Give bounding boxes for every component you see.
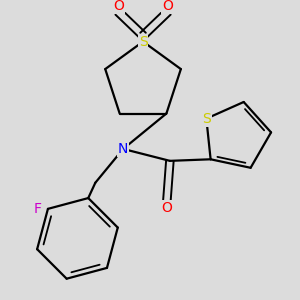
Text: O: O bbox=[113, 0, 124, 13]
Text: S: S bbox=[202, 112, 211, 126]
Text: F: F bbox=[34, 202, 42, 216]
Text: O: O bbox=[161, 201, 172, 214]
Text: S: S bbox=[139, 34, 147, 49]
Text: N: N bbox=[118, 142, 128, 156]
Text: O: O bbox=[163, 0, 173, 13]
